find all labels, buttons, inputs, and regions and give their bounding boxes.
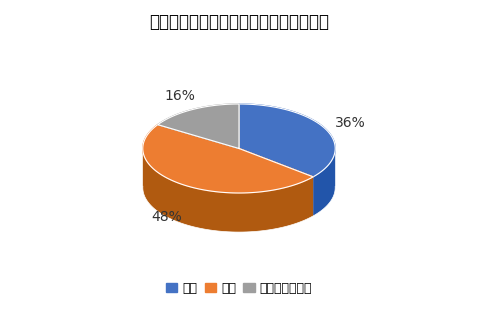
Text: ステップワゴンの乗り心地の満足度調査: ステップワゴンの乗り心地の満足度調査 bbox=[149, 13, 329, 31]
Text: 48%: 48% bbox=[151, 210, 182, 224]
Polygon shape bbox=[158, 104, 239, 149]
Legend: 満足, 不満, どちらでもない: 満足, 不満, どちらでもない bbox=[161, 277, 317, 300]
Polygon shape bbox=[239, 104, 335, 177]
Polygon shape bbox=[143, 147, 313, 232]
Text: 16%: 16% bbox=[164, 89, 195, 103]
Text: 36%: 36% bbox=[335, 116, 366, 130]
Polygon shape bbox=[143, 125, 313, 193]
Polygon shape bbox=[313, 147, 335, 216]
